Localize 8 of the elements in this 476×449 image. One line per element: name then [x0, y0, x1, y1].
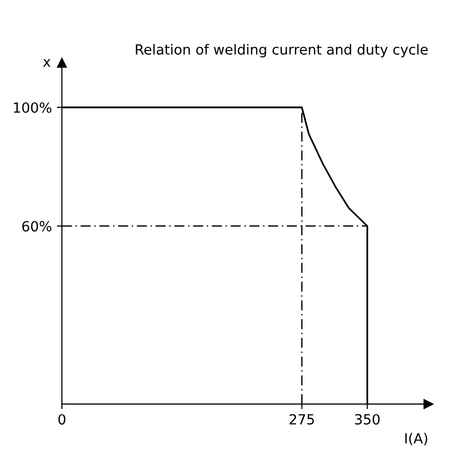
y-axis-title: x — [43, 59, 50, 67]
y-tick-label: 100% — [14, 102, 52, 113]
x-tick-label: 275 — [290, 414, 314, 425]
x-tick-label: 0 — [58, 414, 66, 425]
x-tick-label: 350 — [355, 414, 380, 425]
x-axis-title: I(A) — [405, 432, 428, 446]
chart-title: Relation of welding current and duty cycle — [136, 44, 428, 58]
y-tick-label: 60% — [22, 221, 52, 232]
